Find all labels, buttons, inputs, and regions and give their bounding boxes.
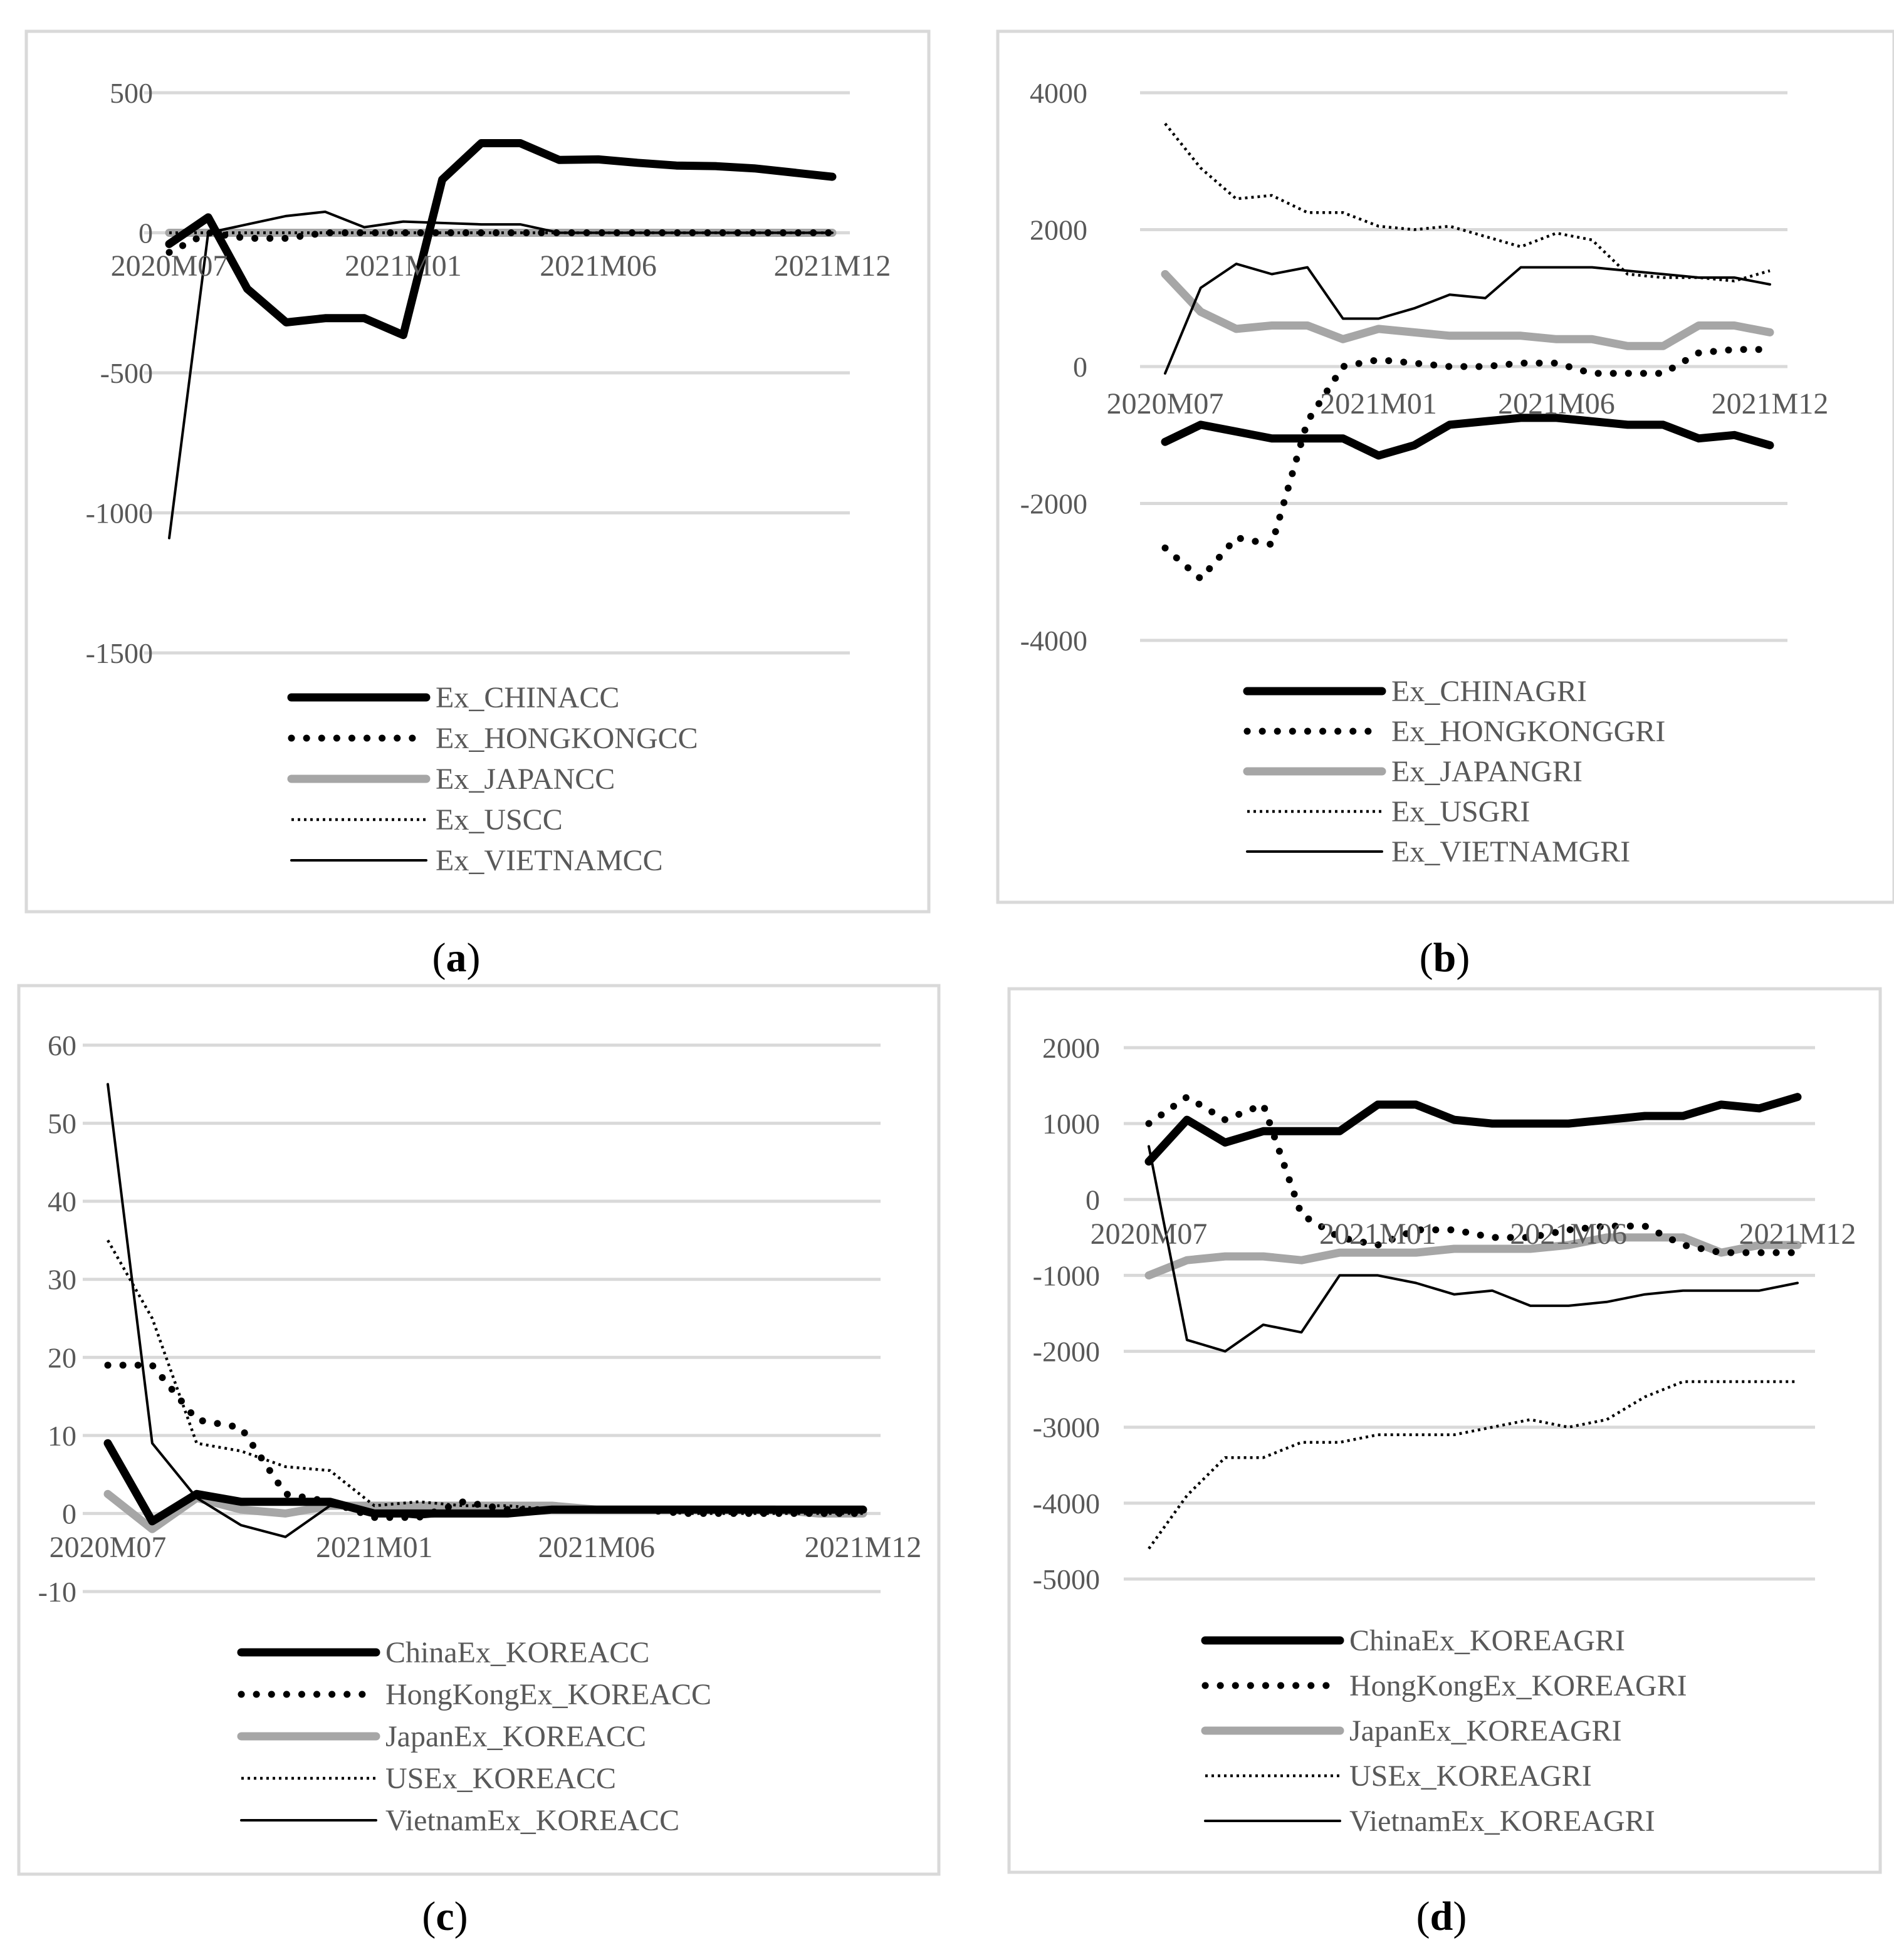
y-tick-label: -1500 <box>86 637 153 669</box>
panel-caption: (d) <box>1416 1894 1467 1939</box>
legend-label: Ex_JAPANGRI <box>1391 755 1583 788</box>
series-line-Ex_USGRI <box>1164 122 1771 283</box>
y-tick-label: 60 <box>48 1030 76 1061</box>
series-line-Ex_HONGKONGCC <box>165 229 836 256</box>
y-tick-label: 0 <box>1086 1184 1100 1216</box>
x-tick-label: 2021M12 <box>1739 1217 1856 1251</box>
legend-label: VietnamEx_KOREACC <box>385 1804 679 1837</box>
x-tick-label: 2020M07 <box>1091 1217 1208 1251</box>
legend-label: Ex_VIETNAMGRI <box>1391 835 1630 868</box>
series-line-HongKongEx_KOREAGRI <box>1145 1093 1801 1256</box>
chart-frame <box>1007 987 1882 1874</box>
x-tick-label: 2021M01 <box>345 249 462 283</box>
x-tick-label: 2021M01 <box>1320 387 1437 420</box>
y-tick-label: -1000 <box>86 498 153 529</box>
y-tick-label: 40 <box>48 1186 76 1217</box>
y-tick-label: -5000 <box>1033 1563 1100 1595</box>
x-tick-label: 2020M07 <box>50 1531 167 1564</box>
legend-label: Ex_HONGKONGCC <box>436 722 698 755</box>
x-tick-label: 2021M06 <box>540 249 657 283</box>
legend: Ex_CHINAGRI Ex_HONGKONGGRI Ex_JAPANGRI Ex_U… <box>1243 675 1665 868</box>
y-tick-label: 500 <box>110 77 153 109</box>
legend-label: ChinaEx_KOREACC <box>385 1636 649 1669</box>
y-tick-label: -2000 <box>1033 1336 1100 1368</box>
series-line-ChinaEx_KOREAGRI <box>1144 1093 1802 1166</box>
legend-label: Ex_CHINACC <box>436 681 619 714</box>
legend-label: JapanEx_KOREAGRI <box>1349 1714 1622 1748</box>
legend-label: Ex_HONGKONGGRI <box>1391 715 1665 748</box>
x-tick-label: 2021M06 <box>1510 1217 1627 1251</box>
legend-label: HongKongEx_KOREACC <box>385 1678 711 1711</box>
legend-label: Ex_USCC <box>436 803 563 837</box>
x-tick-label: 2021M12 <box>805 1531 922 1564</box>
y-tick-label: -4000 <box>1020 625 1087 657</box>
legend-label: Ex_USGRI <box>1391 795 1530 828</box>
legend: ChinaEx_KOREACC HongKongEx_KOREACC JapanEx… <box>237 1636 711 1837</box>
chart-frame <box>996 29 1894 904</box>
y-tick-label: 2000 <box>1030 214 1087 246</box>
series-line-VietnamEx_KOREAGRI <box>1148 1145 1799 1353</box>
chart-panel-a: 500 0 -500 -1000 -1500 2020M07 2021M01 2021M06 2… <box>24 29 931 914</box>
legend-label: HongKongEx_KOREAGRI <box>1349 1669 1687 1702</box>
y-tick-label: 2000 <box>1042 1032 1100 1064</box>
chart-panel-d: 2000 1000 0 -1000 -2000 -3000 -4000 -5000 2020M0… <box>1007 987 1882 1874</box>
panel-caption: (c) <box>422 1894 468 1939</box>
series-line-Ex_CHINACC <box>165 139 837 340</box>
legend-label: USEx_KOREAGRI <box>1349 1759 1592 1793</box>
series-line-ChinaEx_KOREACC <box>103 1439 867 1526</box>
chart-panel-b: 4000 2000 0 -2000 -4000 2020M07 2021M01 2021M06… <box>996 29 1894 904</box>
legend-label: Ex_JAPANCC <box>436 763 615 796</box>
y-tick-label: -2000 <box>1020 488 1087 520</box>
series-line-Ex_CHINAGRI <box>1161 414 1774 460</box>
series-line-USEx_KOREAGRI <box>1148 1380 1797 1550</box>
y-tick-label: 0 <box>62 1498 76 1530</box>
series-line-Ex_JAPANGRI <box>1161 270 1774 350</box>
y-tick-label: 0 <box>139 217 153 249</box>
chart-frame <box>17 984 941 1876</box>
legend: Ex_CHINACC Ex_HONGKONGCC Ex_JAPANCC Ex_USCC… <box>287 681 698 877</box>
y-tick-label: 10 <box>48 1420 76 1452</box>
y-tick-label: -4000 <box>1033 1488 1100 1520</box>
y-tick-label: 30 <box>48 1264 76 1296</box>
x-tick-label: 2021M06 <box>538 1531 655 1564</box>
y-tick-label: 20 <box>48 1342 76 1374</box>
legend-label: ChinaEx_KOREAGRI <box>1349 1624 1625 1657</box>
y-tick-label: 50 <box>48 1108 76 1140</box>
panel-caption: (a) <box>432 935 481 981</box>
chart-panel-c: 60 50 40 30 20 10 0 -10 2020M07 2021M01 2021M06 202… <box>17 984 941 1876</box>
x-tick-label: 2021M12 <box>774 249 891 283</box>
x-tick-label: 2020M07 <box>111 249 228 283</box>
legend-label: JapanEx_KOREACC <box>385 1720 646 1753</box>
legend-label: USEx_KOREACC <box>385 1762 616 1795</box>
y-tick-label: -1000 <box>1033 1259 1100 1291</box>
legend-label: Ex_CHINAGRI <box>1391 675 1587 708</box>
y-tick-label: -3000 <box>1033 1412 1100 1444</box>
x-tick-label: 2021M01 <box>1319 1217 1436 1251</box>
legend-label: Ex_VIETNAMCC <box>436 844 663 877</box>
x-tick-label: 2021M12 <box>1712 387 1829 420</box>
series-line-HongKongEx_KOREACC <box>104 1362 867 1521</box>
series-line-Ex_VIETNAMGRI <box>1164 263 1771 375</box>
y-tick-label: 0 <box>1073 351 1087 383</box>
x-tick-label: 2021M01 <box>316 1531 433 1564</box>
panel-caption: (b) <box>1420 935 1470 981</box>
y-tick-label: -10 <box>38 1576 76 1608</box>
x-tick-label: 2021M06 <box>1498 387 1615 420</box>
y-tick-label: 1000 <box>1042 1108 1100 1140</box>
y-tick-label: -500 <box>100 357 153 389</box>
series-line-JapanEx_KOREAGRI <box>1144 1233 1802 1280</box>
legend: ChinaEx_KOREAGRI HongKongEx_KOREAGRI Japan… <box>1201 1624 1687 1838</box>
y-tick-label: 4000 <box>1030 77 1087 109</box>
legend-label: VietnamEx_KOREAGRI <box>1349 1805 1655 1838</box>
x-tick-label: 2020M07 <box>1107 387 1224 420</box>
